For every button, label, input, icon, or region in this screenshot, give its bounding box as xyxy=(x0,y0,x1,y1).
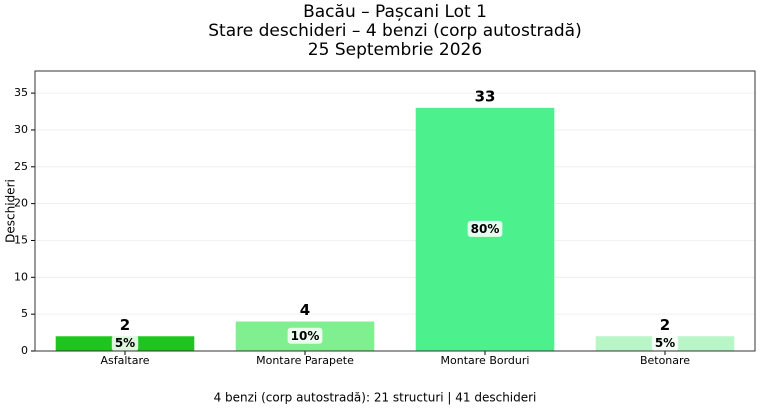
value-label: 33 xyxy=(475,87,496,105)
share-label: 10% xyxy=(291,329,320,343)
x-tick-label: Montare Borduri xyxy=(441,354,530,367)
y-tick-label: 0 xyxy=(21,344,28,357)
chart-title: Bacău – Pașcani Lot 1 xyxy=(303,2,487,22)
share-label-box xyxy=(287,327,323,344)
y-tick-label: 30 xyxy=(14,123,28,136)
y-tick-label: 5 xyxy=(21,307,28,320)
y-tick-label: 20 xyxy=(14,197,28,210)
share-label-box xyxy=(111,335,139,352)
value-label: 2 xyxy=(120,316,130,334)
y-tick-label: 15 xyxy=(14,233,28,246)
y-tick-label: 10 xyxy=(14,270,28,283)
value-label: 4 xyxy=(300,301,310,319)
plot-frame xyxy=(34,70,756,352)
share-label: 5% xyxy=(655,336,675,350)
x-tick-label: Montare Parapete xyxy=(256,354,354,367)
x-tick-label: Betonare xyxy=(640,354,690,367)
value-label: 2 xyxy=(660,316,670,334)
share-label: 5% xyxy=(115,336,135,350)
share-label-box xyxy=(651,335,679,352)
y-tick-label: 25 xyxy=(14,160,28,173)
x-tick-label: Asfaltare xyxy=(100,354,149,367)
chart-title: 25 Septembrie 2026 xyxy=(308,40,482,60)
footer: 4 benzi (corp autostradă): 21 structuri … xyxy=(214,391,537,405)
share-label: 80% xyxy=(471,222,500,236)
y-axis-label: Deschideri xyxy=(4,179,18,243)
chart-title: Stare deschideri – 4 benzi (corp autostr… xyxy=(208,21,581,41)
share-label-box xyxy=(467,220,503,237)
y-tick-label: 35 xyxy=(14,86,28,99)
